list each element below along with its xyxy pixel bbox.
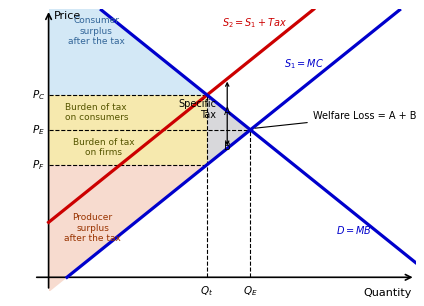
Text: Quantity: Quantity [363, 288, 412, 298]
Text: $Q_t$: $Q_t$ [201, 284, 214, 298]
Polygon shape [49, 165, 207, 292]
Polygon shape [49, 95, 207, 130]
Text: Producer
surplus
after the tax: Producer surplus after the tax [64, 214, 121, 243]
Text: Consumer
surplus
after the tax: Consumer surplus after the tax [68, 17, 125, 46]
Text: Welfare Loss = A + B: Welfare Loss = A + B [255, 111, 416, 128]
Text: Specific
Tax: Specific Tax [178, 99, 216, 120]
Text: $P_F$: $P_F$ [32, 158, 45, 172]
Text: $P_C$: $P_C$ [32, 88, 45, 102]
Polygon shape [207, 95, 251, 130]
Text: $Q_E$: $Q_E$ [243, 284, 258, 298]
Text: Burden of tax
on consumers: Burden of tax on consumers [64, 103, 128, 122]
Text: $D = MB$: $D = MB$ [335, 224, 371, 236]
Text: $S_1 = MC$: $S_1 = MC$ [284, 57, 324, 71]
Text: A: A [224, 107, 231, 118]
Text: Price: Price [54, 10, 81, 21]
Polygon shape [207, 130, 251, 165]
Text: $S_2 = S_1 + Tax$: $S_2 = S_1 + Tax$ [222, 17, 287, 30]
Text: $P_E$: $P_E$ [32, 123, 45, 137]
Text: B: B [224, 142, 231, 152]
Text: Burden of tax
on firms: Burden of tax on firms [73, 138, 134, 157]
Polygon shape [49, 130, 207, 165]
Polygon shape [49, 0, 207, 95]
